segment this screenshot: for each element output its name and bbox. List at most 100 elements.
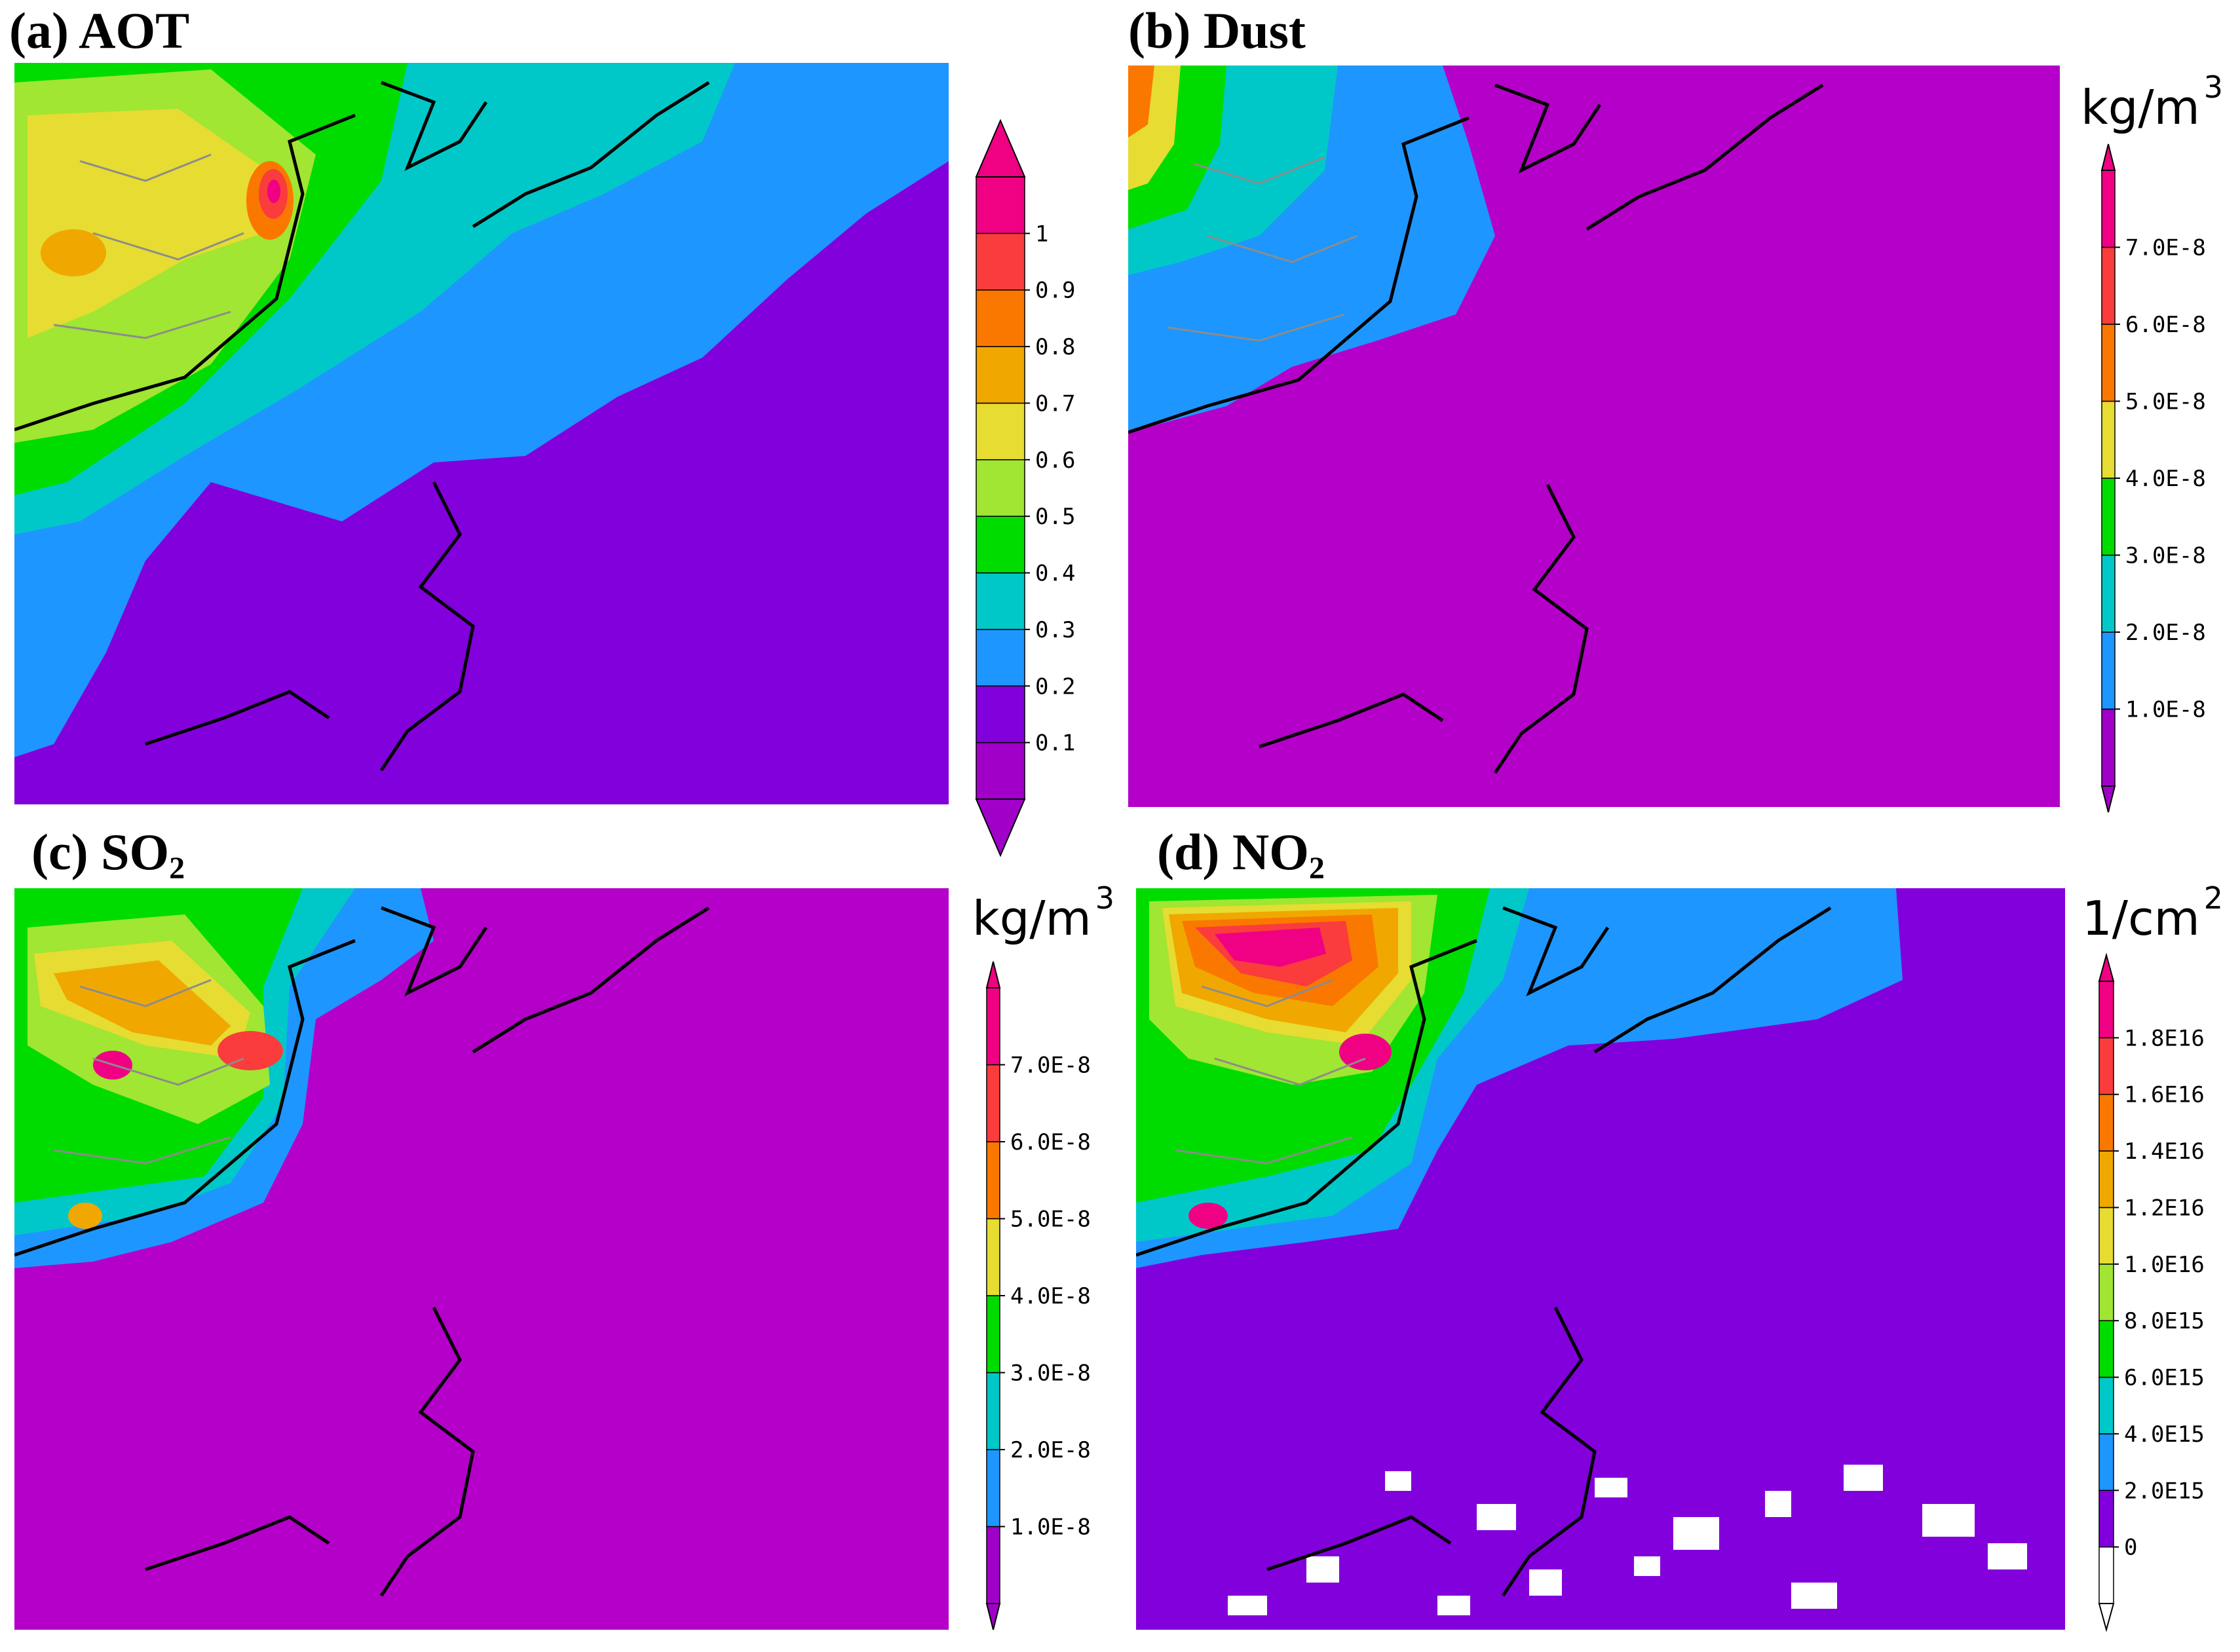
colorbar-segment: [986, 1064, 1000, 1142]
colorbar-tick-label: 2.0E15: [2124, 1478, 2205, 1504]
colorbar-segment: [976, 742, 1025, 800]
map-so2-svg: [14, 888, 949, 1630]
panel-title-so2: (c) SO2: [31, 823, 185, 886]
colorbar-segment: [976, 629, 1025, 687]
colorbar-tick-label: 1.0E-8: [2125, 697, 2206, 723]
so2-borders: [53, 979, 244, 1165]
colorbar-segment: [2098, 1546, 2114, 1604]
colorbar-segment: [976, 516, 1025, 574]
map-so2: [14, 888, 949, 1630]
colorbar-tick-label: 7.0E-8: [2125, 235, 2206, 261]
so2-region-6e-8: [218, 1031, 283, 1070]
aot-coastline: [14, 81, 710, 772]
colorbar-tick-label: 3.0E-8: [2125, 543, 2206, 569]
colorbar-tick-label: 1.2E16: [2124, 1195, 2205, 1221]
no2-missing-patch: [1306, 1556, 1339, 1583]
colorbar-tick-label: 4.0E-8: [1010, 1283, 1091, 1309]
colorbar-extend-top: [975, 119, 1026, 178]
no2-missing-patch: [1437, 1596, 1470, 1615]
colorbar-tick-label: 6.0E-8: [2125, 312, 2206, 338]
colorbar-segment: [2098, 1320, 2114, 1378]
so2-hotspot-south: [68, 1203, 102, 1229]
colorbar-tick-label: 0.5: [1035, 504, 1075, 530]
no2-region-1.8e16: [1215, 928, 1326, 967]
colorbar-tick-label: 8.0E15: [2124, 1308, 2205, 1334]
colorbar-tick-label: 0: [2124, 1535, 2137, 1561]
colorbar-extend-top: [2098, 952, 2115, 982]
aot-region-1: [267, 179, 280, 203]
colorbar-tick-label: 1.4E16: [2124, 1138, 2205, 1165]
no2-hotspot-south: [1188, 1203, 1228, 1229]
colorbar-tick-label: 0.9: [1035, 278, 1075, 304]
aot-borders: [53, 153, 244, 339]
colorbar-tick-label: 0.3: [1035, 617, 1075, 643]
dust-borders: [1167, 156, 1358, 342]
colorbar-segment: [2101, 478, 2116, 556]
colorbar-segment: [2098, 1093, 2114, 1152]
colorbar-segment: [976, 685, 1025, 743]
colorbar-aot-svg: 1 0.9 0.8 0.7 0.6 0.5 0.4 0.3 0.2 0.1: [975, 119, 1075, 857]
colorbar-extend-bottom: [2098, 1603, 2115, 1632]
no2-missing-patch: [1765, 1491, 1791, 1517]
colorbar-tick-label: 1.0E16: [2124, 1252, 2205, 1278]
colorbar-tick-label: 5.0E-8: [1010, 1207, 1091, 1233]
no2-missing-patch: [1595, 1478, 1627, 1497]
unit-dust: kg/m 3: [2081, 69, 2224, 135]
colorbar-tick-label: 1.0E-8: [1010, 1514, 1091, 1541]
colorbar-tick-label: 4.0E15: [2124, 1421, 2205, 1448]
dust-region-5e-8: [1128, 66, 1154, 138]
unit-so2: kg/m 3: [972, 880, 1115, 946]
colorbar-segment: [986, 987, 1000, 1066]
colorbar-aot: 1 0.9 0.8 0.7 0.6 0.5 0.4 0.3 0.2 0.1: [970, 118, 1140, 857]
colorbar-tick-label: 0.1: [1035, 730, 1075, 757]
no2-missing-patch: [1477, 1504, 1516, 1530]
colorbar-segment: [2098, 1150, 2114, 1209]
colorbar-segment: [976, 402, 1025, 460]
no2-borders: [1175, 979, 1366, 1165]
no2-hotspot-east: [1339, 1034, 1392, 1070]
colorbar-tick-label: 0.6: [1035, 447, 1075, 474]
colorbar-segment: [976, 289, 1025, 347]
colorbar-segment: [986, 1526, 1000, 1604]
colorbar-segment: [986, 1218, 1000, 1296]
panel-title-no2: (d) NO2: [1157, 823, 1325, 886]
no2-missing-patch: [1922, 1504, 1975, 1537]
colorbar-extend-bottom: [975, 798, 1026, 857]
colorbar-extend-bottom: [2100, 785, 2116, 813]
colorbar-tick-label: 3.0E-8: [1010, 1361, 1091, 1387]
no2-missing-patch: [1988, 1543, 2027, 1569]
no2-missing-patch: [1385, 1471, 1411, 1491]
map-no2: [1136, 888, 2065, 1630]
colorbar-dust: 7.0E-8 6.0E-8 5.0E-8 4.0E-8 3.0E-8 2.0E-8 1.0E…: [2090, 131, 2239, 813]
colorbar-tick-label: 4.0E-8: [2125, 466, 2206, 492]
colorbar-tick-label: 0.8: [1035, 334, 1075, 360]
no2-missing-patch: [1844, 1465, 1883, 1491]
colorbar-segment: [976, 459, 1025, 517]
panel-title-dust: (b) Dust: [1128, 2, 1306, 59]
colorbar-segment: [2098, 1037, 2114, 1095]
colorbar-segment: [2101, 400, 2116, 479]
aot-region-0.6: [28, 109, 263, 338]
colorbar-tick-label: 5.0E-8: [2125, 389, 2206, 415]
map-aot-svg: [14, 63, 949, 804]
colorbar-segment: [976, 233, 1025, 291]
map-dust: [1128, 66, 2060, 807]
so2-coastline: [14, 906, 710, 1597]
colorbar-segment: [986, 1295, 1000, 1374]
no2-missing-data: [1228, 1465, 2027, 1615]
colorbar-tick-label: 6.0E15: [2124, 1365, 2205, 1391]
aot-region-0.7: [41, 229, 106, 276]
colorbar-tick-label: 1.8E16: [2124, 1025, 2205, 1051]
colorbar-no2: 1.8E16 1.6E16 1.4E16 1.2E16 1.0E16 8.0E15 6.0E…: [2089, 942, 2239, 1636]
colorbar-segment: [2098, 1490, 2114, 1548]
colorbar-tick-label: 1: [1035, 221, 1048, 247]
colorbar-tick-label: 0.7: [1035, 390, 1075, 417]
colorbar-tick-label: 2.0E-8: [1010, 1437, 1091, 1463]
colorbar-extend-top: [2100, 143, 2116, 171]
no2-missing-patch: [1673, 1517, 1719, 1550]
colorbar-segment: [2098, 1207, 2114, 1265]
colorbar-segment: [976, 176, 1025, 235]
colorbar-segment: [2101, 246, 2116, 325]
colorbar-segment: [986, 1141, 1000, 1220]
no2-missing-patch: [1529, 1569, 1562, 1596]
